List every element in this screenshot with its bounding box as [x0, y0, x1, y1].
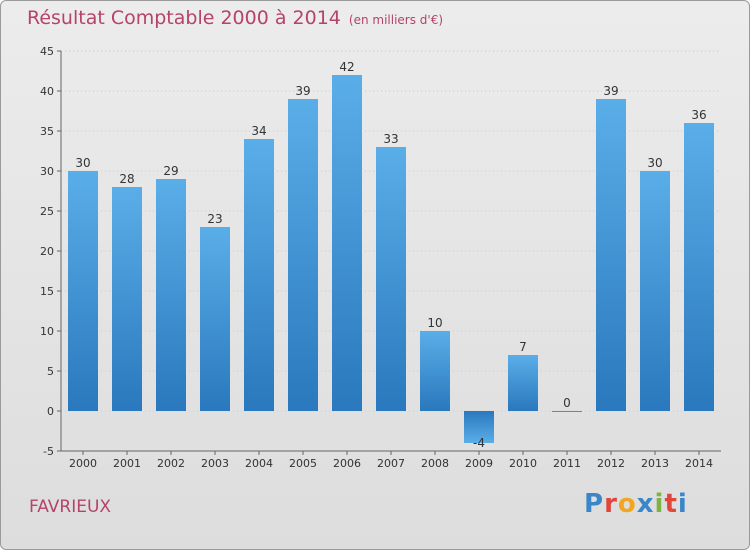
- bar: [200, 227, 230, 411]
- x-tick-label: 2000: [69, 457, 97, 470]
- bar: [552, 411, 582, 412]
- bar: [112, 187, 142, 411]
- data-label: 23: [207, 212, 222, 226]
- proxiti-logo: Proxiti: [584, 489, 688, 519]
- x-tick-label: 2010: [509, 457, 537, 470]
- data-label: 28: [119, 172, 134, 186]
- x-tick-label: 2009: [465, 457, 493, 470]
- y-tick-label: 0: [47, 405, 54, 418]
- bar: [244, 139, 274, 411]
- bar: [464, 411, 494, 443]
- data-label: 30: [75, 156, 90, 170]
- x-tick-label: 2007: [377, 457, 405, 470]
- data-label: 30: [647, 156, 662, 170]
- logo-letter: i: [654, 489, 665, 519]
- x-tick-label: 2004: [245, 457, 273, 470]
- y-tick-label: 5: [47, 365, 54, 378]
- y-tick-label: 25: [40, 205, 54, 218]
- x-tick-label: 2001: [113, 457, 141, 470]
- data-label: 33: [383, 132, 398, 146]
- x-tick-label: 2005: [289, 457, 317, 470]
- bar: [596, 99, 626, 411]
- labels: -5 0 5 10 15 20 25 30 35 40 45 2000 30 2001 28 2002 29 20…: [40, 45, 713, 470]
- y-tick-label: -5: [43, 445, 54, 458]
- data-label: 0: [563, 396, 571, 410]
- y-tick-label: 20: [40, 245, 54, 258]
- x-tick-label: 2013: [641, 457, 669, 470]
- bar: [508, 355, 538, 411]
- chart-title: Résultat Comptable 2000 à 2014 (en millie…: [27, 7, 443, 29]
- bar: [376, 147, 406, 411]
- data-label: 29: [163, 164, 178, 178]
- logo-letter: r: [604, 489, 618, 519]
- y-tick-label: 45: [40, 45, 54, 58]
- logo-letter: x: [636, 489, 655, 519]
- bar: [68, 171, 98, 411]
- bar: [332, 75, 362, 411]
- bars: [68, 75, 714, 443]
- bar: [156, 179, 186, 411]
- chart-unit: (en milliers d'€): [348, 13, 444, 27]
- x-tick-label: 2002: [157, 457, 185, 470]
- commune-name: FAVRIEUX: [29, 497, 112, 517]
- y-tick-label: 30: [40, 165, 54, 178]
- x-tick-label: 2014: [685, 457, 713, 470]
- data-label: -4: [473, 436, 485, 450]
- data-label: 36: [691, 108, 706, 122]
- y-tick-label: 40: [40, 85, 54, 98]
- bar: [420, 331, 450, 411]
- chart-title-text: Résultat Comptable 2000 à 2014: [27, 7, 341, 29]
- x-tick-label: 2011: [553, 457, 581, 470]
- bar: [684, 123, 714, 411]
- logo-letter: i: [677, 489, 688, 519]
- x-tick-label: 2003: [201, 457, 229, 470]
- logo-letter: P: [584, 489, 605, 519]
- data-label: 39: [295, 84, 310, 98]
- bar: [640, 171, 670, 411]
- data-label: 39: [603, 84, 618, 98]
- data-label: 34: [251, 124, 266, 138]
- logo-letter: o: [617, 489, 637, 519]
- data-label: 10: [427, 316, 442, 330]
- x-tick-label: 2008: [421, 457, 449, 470]
- logo-letter: t: [664, 489, 678, 519]
- bar: [288, 99, 318, 411]
- y-tick-label: 10: [40, 325, 54, 338]
- y-tick-label: 35: [40, 125, 54, 138]
- data-label: 7: [519, 340, 527, 354]
- axes: [57, 50, 721, 455]
- y-tick-label: 15: [40, 285, 54, 298]
- x-tick-label: 2012: [597, 457, 625, 470]
- data-label: 42: [339, 60, 354, 74]
- x-tick-label: 2006: [333, 457, 361, 470]
